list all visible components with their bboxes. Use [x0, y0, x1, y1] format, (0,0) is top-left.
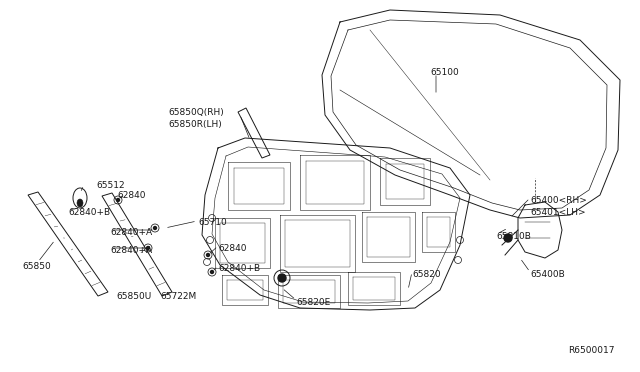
- Text: 65820: 65820: [412, 270, 440, 279]
- Text: 65850Q(RH): 65850Q(RH): [168, 108, 224, 117]
- Text: 65401<LH>: 65401<LH>: [530, 208, 586, 217]
- Circle shape: [147, 247, 150, 250]
- Text: 62840+A: 62840+A: [110, 228, 152, 237]
- Text: 65710: 65710: [198, 218, 227, 227]
- Circle shape: [504, 234, 512, 242]
- Text: 62840+A: 62840+A: [110, 246, 152, 255]
- Text: 65850U: 65850U: [116, 292, 151, 301]
- Text: 65722M: 65722M: [160, 292, 196, 301]
- Text: 62840+B: 62840+B: [68, 208, 110, 217]
- Text: 65400B: 65400B: [530, 270, 564, 279]
- Text: 62840+B: 62840+B: [218, 264, 260, 273]
- Circle shape: [207, 253, 209, 257]
- Text: 65810B: 65810B: [496, 232, 531, 241]
- Text: 65820E: 65820E: [296, 298, 330, 307]
- Circle shape: [278, 274, 286, 282]
- Text: 65850R(LH): 65850R(LH): [168, 120, 221, 129]
- Ellipse shape: [77, 199, 83, 207]
- Text: 65512: 65512: [96, 181, 125, 190]
- Text: 62840: 62840: [117, 191, 145, 200]
- Text: 62840: 62840: [218, 244, 246, 253]
- Circle shape: [154, 227, 157, 230]
- Text: 65100: 65100: [430, 68, 459, 77]
- Circle shape: [116, 199, 120, 202]
- Text: 65850: 65850: [22, 262, 51, 271]
- Circle shape: [211, 270, 214, 273]
- Text: 65400<RH>: 65400<RH>: [530, 196, 587, 205]
- Text: R6500017: R6500017: [568, 346, 615, 355]
